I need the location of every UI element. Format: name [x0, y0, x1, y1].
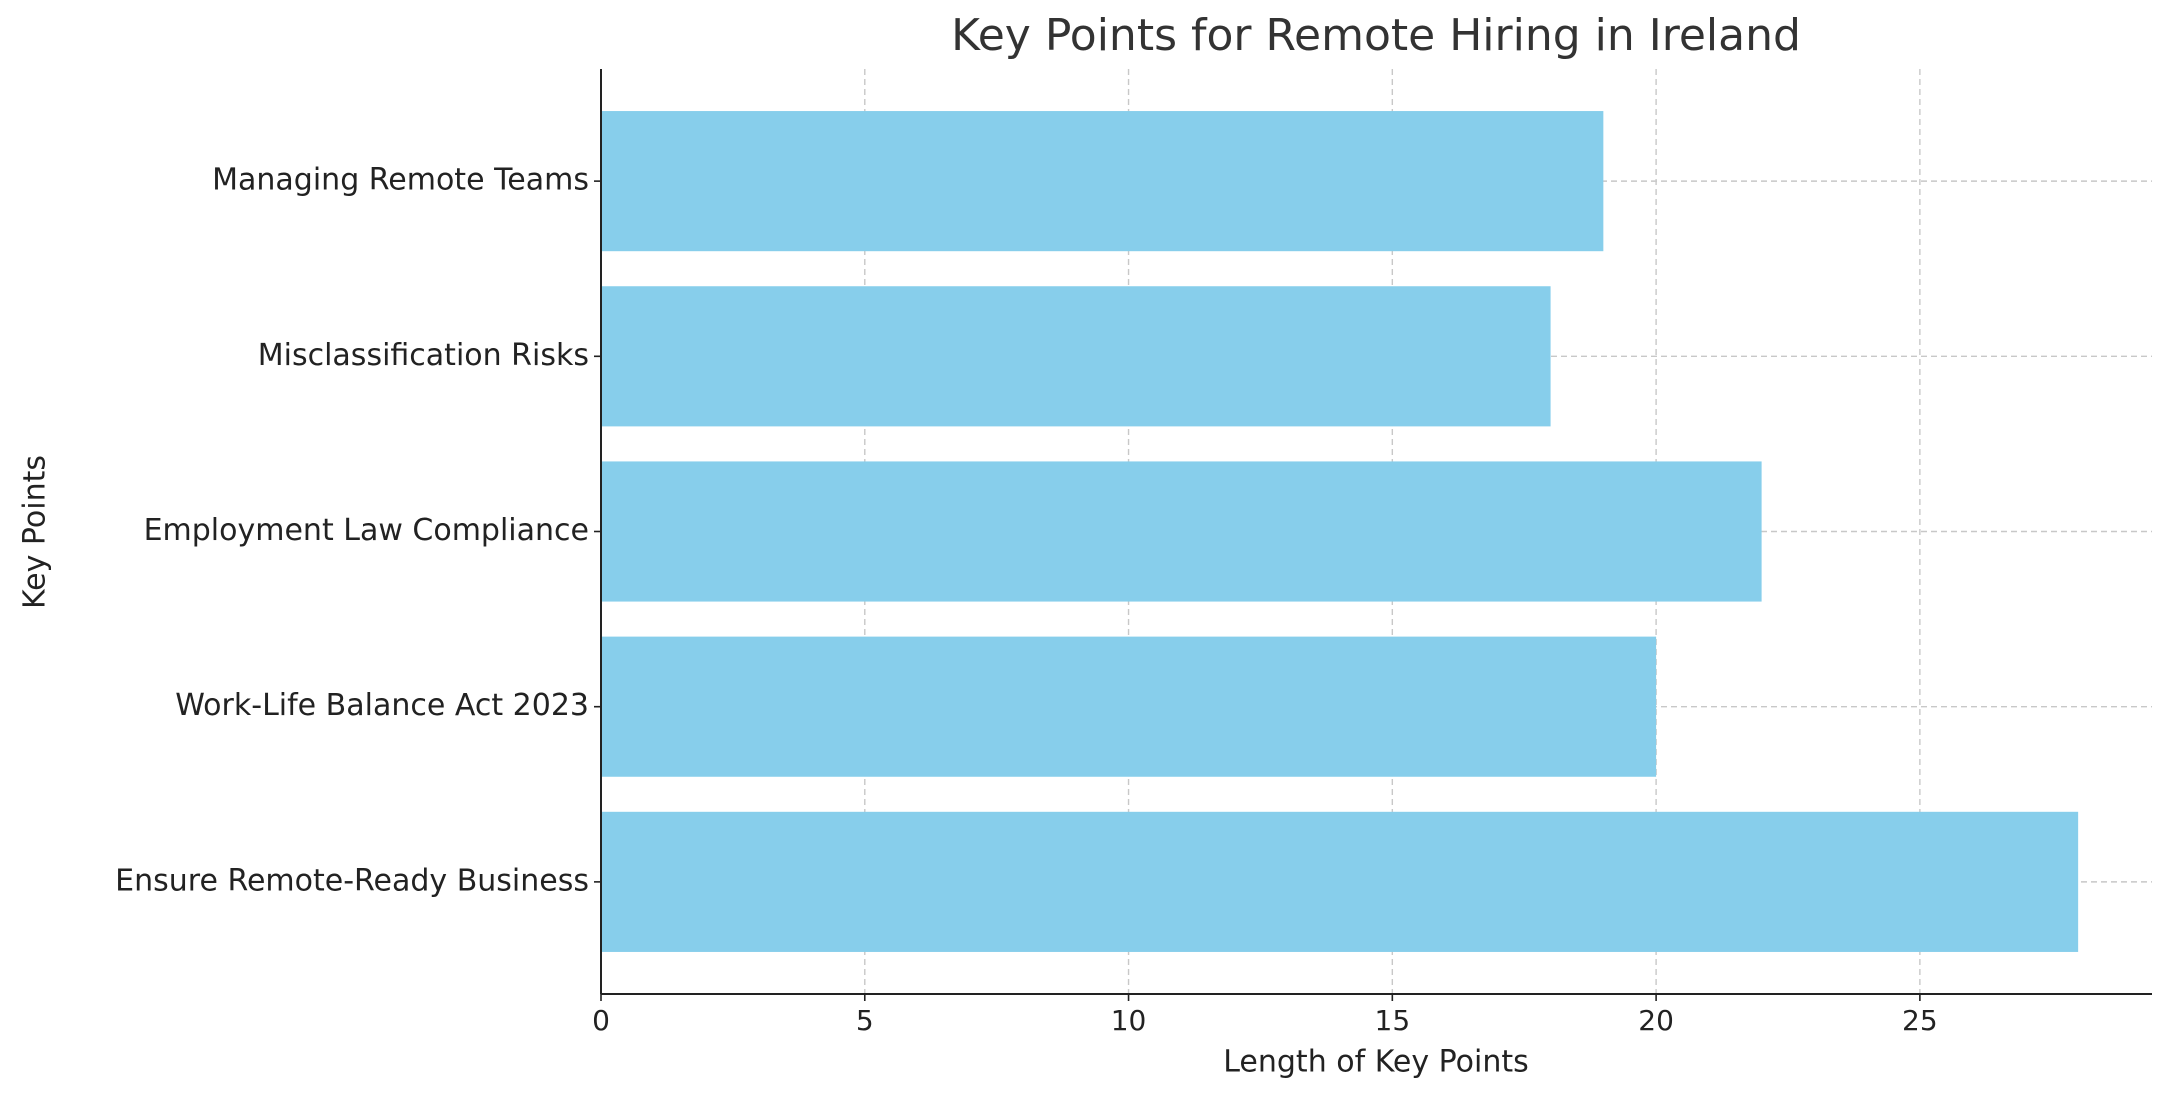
- bar: [601, 461, 1762, 602]
- x-tick-label: 0: [592, 1004, 610, 1037]
- bar: [601, 811, 2079, 952]
- y-tick-label: Managing Remote Teams: [212, 163, 589, 198]
- x-axis-label: Length of Key Points: [1223, 1045, 1529, 1080]
- y-tick-label: Ensure Remote-Ready Business: [115, 863, 589, 898]
- y-tick-label: Work-Life Balance Act 2023: [175, 688, 589, 723]
- bar: [601, 286, 1551, 427]
- y-tick-label: Misclassification Risks: [258, 338, 589, 373]
- x-tick-label: 5: [856, 1004, 874, 1037]
- y-tick-label: Employment Law Compliance: [144, 513, 589, 548]
- x-tick-label: 20: [1638, 1004, 1674, 1037]
- bar: [601, 111, 1604, 252]
- x-tick-label: 15: [1375, 1004, 1411, 1037]
- bar: [601, 636, 1657, 777]
- chart-title: Key Points for Remote Hiring in Ireland: [951, 10, 1801, 61]
- x-tick-label: 25: [1902, 1004, 1938, 1037]
- y-axis-label: Key Points: [18, 455, 53, 609]
- x-tick-label: 10: [1111, 1004, 1147, 1037]
